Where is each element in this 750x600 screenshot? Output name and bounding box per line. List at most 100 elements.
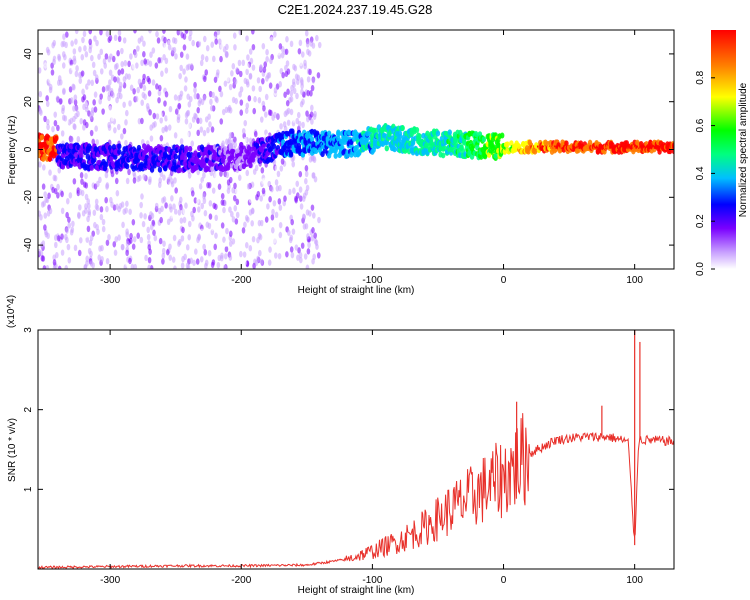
snr-x-label: Height of straight line (km) bbox=[298, 585, 415, 596]
noise-speck bbox=[208, 213, 213, 220]
noise-speck bbox=[297, 247, 301, 254]
band-cell bbox=[149, 166, 155, 173]
noise-speck bbox=[264, 216, 269, 223]
noise-speck bbox=[82, 119, 87, 126]
noise-speck bbox=[310, 204, 315, 211]
y-tick-label: 40 bbox=[23, 48, 34, 60]
noise-speck bbox=[200, 202, 205, 210]
noise-speck bbox=[240, 183, 245, 191]
noise-speck bbox=[92, 209, 97, 216]
noise-speck bbox=[253, 96, 257, 103]
noise-speck bbox=[189, 63, 194, 70]
noise-speck bbox=[294, 244, 299, 251]
noise-speck bbox=[122, 101, 126, 108]
noise-speck bbox=[233, 78, 238, 85]
noise-speck bbox=[64, 31, 69, 38]
noise-speck bbox=[157, 97, 161, 104]
noise-speck bbox=[122, 127, 127, 135]
noise-speck bbox=[98, 98, 102, 105]
noise-speck bbox=[185, 262, 190, 269]
noise-speck bbox=[251, 85, 256, 92]
noise-speck bbox=[274, 165, 279, 172]
noise-speck bbox=[82, 124, 86, 131]
y-tick-label: -20 bbox=[23, 190, 34, 205]
noise-speck bbox=[173, 208, 178, 215]
noise-speck bbox=[277, 252, 282, 260]
noise-speck bbox=[233, 205, 238, 212]
noise-speck bbox=[110, 115, 115, 122]
noise-speck bbox=[179, 51, 184, 58]
y-tick-label: 0 bbox=[23, 146, 34, 152]
noise-speck bbox=[223, 264, 227, 269]
noise-speck bbox=[292, 87, 297, 95]
band-cell bbox=[417, 133, 422, 140]
noise-speck bbox=[202, 129, 207, 137]
noise-speck bbox=[161, 247, 166, 255]
noise-speck bbox=[195, 197, 200, 204]
noise-speck bbox=[225, 171, 230, 179]
noise-speck bbox=[127, 73, 131, 80]
noise-speck bbox=[117, 205, 121, 213]
noise-speck bbox=[311, 42, 316, 49]
noise-speck bbox=[257, 97, 262, 104]
noise-speck bbox=[140, 99, 145, 106]
noise-speck bbox=[242, 251, 247, 258]
noise-speck bbox=[246, 54, 250, 61]
x-tick-label: -300 bbox=[100, 275, 120, 286]
noise-speck bbox=[74, 70, 79, 78]
noise-speck bbox=[52, 259, 57, 266]
noise-speck bbox=[197, 233, 201, 240]
noise-speck bbox=[261, 187, 266, 195]
noise-speck bbox=[275, 185, 280, 192]
noise-speck bbox=[142, 189, 147, 196]
noise-speck bbox=[48, 207, 53, 215]
noise-speck bbox=[206, 126, 210, 134]
noise-speck bbox=[165, 249, 170, 256]
noise-speck bbox=[61, 183, 65, 190]
noise-speck bbox=[185, 131, 190, 138]
noise-speck bbox=[216, 261, 221, 269]
noise-speck bbox=[271, 114, 275, 121]
noise-speck bbox=[260, 167, 265, 174]
noise-speck bbox=[140, 59, 144, 67]
noise-speck bbox=[285, 251, 289, 258]
noise-speck bbox=[270, 227, 275, 234]
noise-speck bbox=[69, 117, 74, 125]
band-cell bbox=[505, 141, 510, 148]
noise-speck bbox=[198, 35, 203, 43]
noise-speck bbox=[301, 213, 306, 220]
noise-speck bbox=[94, 125, 98, 132]
noise-speck bbox=[48, 77, 52, 84]
noise-speck bbox=[184, 202, 188, 209]
noise-speck bbox=[107, 94, 111, 102]
noise-speck bbox=[128, 100, 132, 107]
noise-speck bbox=[122, 37, 127, 44]
noise-speck bbox=[252, 168, 257, 175]
noise-speck bbox=[38, 175, 42, 183]
noise-speck bbox=[283, 110, 288, 118]
noise-speck bbox=[261, 178, 265, 185]
band-cell bbox=[410, 140, 416, 147]
noise-speck bbox=[258, 85, 262, 93]
noise-speck bbox=[60, 233, 64, 240]
noise-speck bbox=[289, 90, 294, 97]
noise-speck bbox=[278, 246, 283, 254]
noise-speck bbox=[172, 234, 177, 242]
noise-speck bbox=[296, 74, 301, 81]
noise-speck bbox=[70, 64, 74, 71]
noise-speck bbox=[91, 61, 96, 69]
noise-speck bbox=[202, 60, 207, 67]
noise-speck bbox=[99, 206, 104, 213]
noise-speck bbox=[220, 199, 225, 206]
noise-speck bbox=[140, 117, 144, 125]
band-core bbox=[614, 145, 617, 149]
noise-speck bbox=[53, 111, 58, 118]
noise-speck bbox=[180, 235, 185, 242]
band-core bbox=[530, 145, 533, 149]
noise-speck bbox=[56, 183, 60, 191]
noise-speck bbox=[94, 198, 99, 205]
noise-speck bbox=[204, 55, 209, 63]
noise-speck bbox=[219, 55, 223, 63]
noise-speck bbox=[159, 111, 163, 119]
noise-speck bbox=[278, 43, 283, 50]
